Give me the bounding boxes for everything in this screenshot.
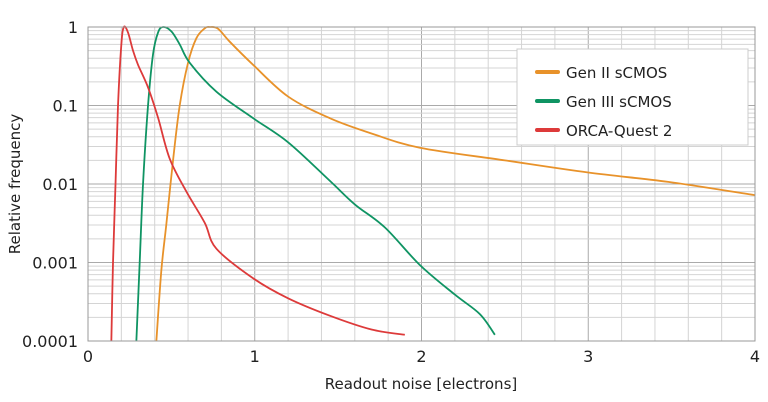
- y-tick-label: 0.0001: [22, 332, 78, 351]
- y-tick-label: 0.01: [42, 175, 78, 194]
- x-axis-label: Readout noise [electrons]: [325, 375, 517, 393]
- series-line: [110, 25, 405, 342]
- x-tick-label: 3: [583, 347, 593, 366]
- x-tick-label: 4: [750, 347, 760, 366]
- series-line: [155, 26, 756, 342]
- legend-label: Gen III sCMOS: [566, 93, 672, 111]
- legend-label: ORCA-Quest 2: [566, 122, 672, 140]
- legend-label: Gen II sCMOS: [566, 64, 667, 82]
- x-ticks: 0 1 2 3 4: [83, 347, 760, 366]
- y-ticks: 1 0.1 0.01 0.001 0.0001: [22, 18, 78, 351]
- x-tick-label: 1: [250, 347, 260, 366]
- x-tick-label: 2: [416, 347, 426, 366]
- series-lines: [110, 25, 756, 342]
- y-tick-label: 0.001: [32, 254, 78, 273]
- series-line: [135, 26, 496, 342]
- y-axis-label: Relative frequency: [6, 114, 24, 255]
- x-tick-label: 0: [83, 347, 93, 366]
- legend: Gen II sCMOS Gen III sCMOS ORCA-Quest 2: [516, 48, 749, 146]
- y-tick-label: 0.1: [53, 97, 78, 116]
- plot-frame: [87, 26, 756, 342]
- y-tick-label: 1: [68, 18, 78, 37]
